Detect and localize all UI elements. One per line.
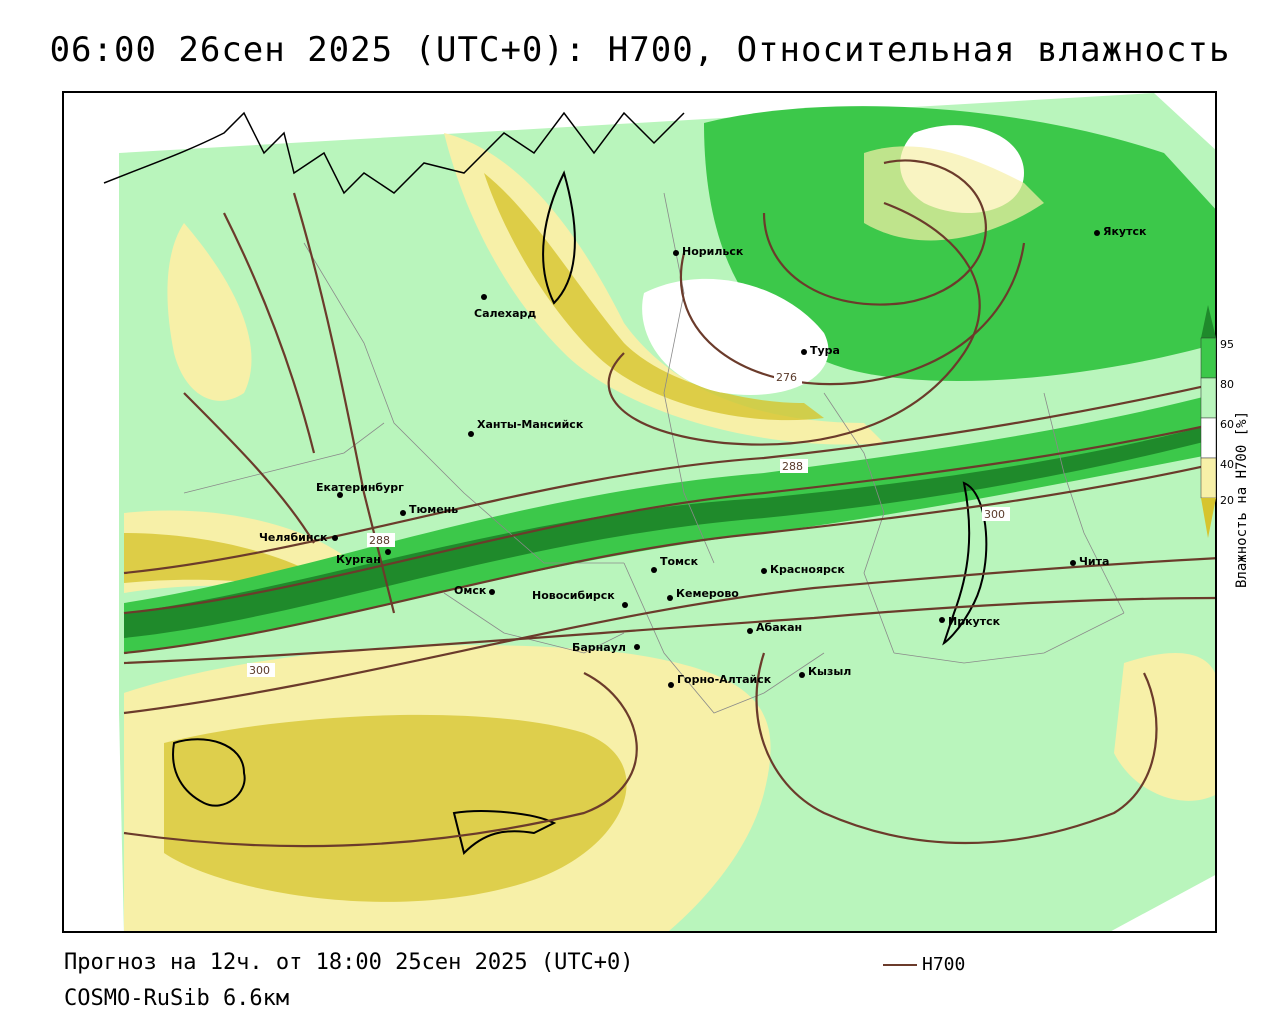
city-dot-yakutsk (1094, 230, 1100, 236)
city-label-kyzyl: Кызыл (808, 665, 851, 678)
isoline-label-288-a: 288 (782, 460, 803, 473)
very-moist-band (124, 424, 1215, 638)
city-label-ekaterinburg: Екатеринбург (316, 481, 404, 494)
legend-arrow-bottom (1201, 498, 1216, 538)
legend-swatch-80-95 (1200, 337, 1217, 379)
city-dot-kemerovo (667, 595, 673, 601)
city-dot-ekaterinburg (337, 492, 343, 498)
city-dot-omsk (489, 589, 495, 595)
isoline-label-276: 276 (776, 371, 797, 384)
model-name: COSMO-RuSib 6.6км (64, 986, 290, 1011)
cities: Норильск Якутск Салехард Тура Ханты-Манс… (259, 225, 1147, 688)
city-dot-krasnoyarsk (761, 568, 767, 574)
city-label-krasnoyarsk: Красноярск (770, 563, 845, 576)
dry-spiral-northeast (864, 146, 1044, 241)
isoline-label-288-b: 288 (369, 534, 390, 547)
city-label-norilsk: Норильск (682, 245, 744, 258)
city-dot-tura (801, 349, 807, 355)
legend-swatch-40-60 (1200, 417, 1217, 459)
legend-tick-60: 60 (1220, 418, 1234, 431)
city-dot-tyumen (400, 510, 406, 516)
map-title: 06:00 26сен 2025 (UTC+0): H700, Относите… (49, 30, 1231, 70)
legend-tick-95: 95 (1220, 338, 1234, 351)
legend-colorbar (1200, 305, 1217, 538)
city-label-kurgan: Курган (336, 553, 381, 566)
humidity-map: 276 288 288 300 300 Норильск Якутск Сале… (64, 93, 1215, 931)
legend-arrow-top (1201, 305, 1216, 338)
legend-tick-20: 20 (1220, 494, 1234, 507)
map-panel[interactable]: 276 288 288 300 300 Норильск Якутск Сале… (62, 91, 1217, 933)
city-label-tyumen: Тюмень (409, 503, 458, 516)
clear-zone-tura (642, 278, 829, 395)
region-borders (183, 192, 1125, 714)
city-label-novosibirsk: Новосибирск (532, 589, 615, 602)
city-label-omsk: Омск (454, 584, 487, 597)
city-dot-tomsk (651, 567, 657, 573)
yamal-coast (542, 170, 576, 305)
coastline (103, 111, 685, 195)
city-dot-novosibirsk (622, 602, 628, 608)
city-label-abakan: Абакан (756, 621, 802, 634)
legend-tick-80: 80 (1220, 378, 1234, 391)
city-label-chita: Чита (1079, 555, 1109, 568)
city-label-khanty-mansiysk: Ханты-Мансийск (477, 418, 584, 431)
city-dot-chelyabinsk (332, 535, 338, 541)
isoline-label-300-a: 300 (249, 664, 270, 677)
city-label-yakutsk: Якутск (1103, 225, 1147, 238)
dry-patch-west (167, 223, 252, 401)
moist-area-northeast (704, 106, 1215, 382)
very-dry-area-south (164, 714, 627, 902)
city-label-kemerovo: Кемерово (676, 587, 739, 600)
city-dot-gorno-altaysk (668, 682, 674, 688)
city-dot-chita (1070, 560, 1076, 566)
city-dot-salekhard (481, 294, 487, 300)
legend-title: Влажность на Н700 [%] (1234, 410, 1250, 588)
city-dot-abakan (747, 628, 753, 634)
lake-baikal (942, 481, 988, 646)
lake-balkhash (172, 738, 246, 807)
city-label-chelyabinsk: Челябинск (259, 531, 328, 544)
city-dot-barnaul (634, 644, 640, 650)
isoline-labels: 276 288 288 300 300 (247, 370, 1010, 677)
city-dot-irkutsk (939, 617, 945, 623)
city-dot-kurgan (385, 549, 391, 555)
isoline-label-300-b: 300 (984, 508, 1005, 521)
humidity-legend (1198, 300, 1268, 600)
city-label-barnaul: Барнаул (572, 641, 626, 654)
city-dot-khanty-mansiysk (468, 431, 474, 437)
legend-swatch-20-40 (1200, 457, 1217, 499)
city-dot-kyzyl (799, 672, 805, 678)
city-dot-norilsk (673, 250, 679, 256)
city-label-tomsk: Томск (660, 555, 699, 568)
legend-swatch-60-80 (1200, 377, 1217, 419)
legend-tick-40: 40 (1220, 458, 1234, 471)
city-label-irkutsk: Иркутск (948, 615, 1001, 628)
h700-key-label: H700 (922, 954, 966, 975)
forecast-info: Прогноз на 12ч. от 18:00 25сен 2025 (UTC… (64, 950, 634, 975)
h700-isolines (123, 159, 1215, 848)
city-label-tura: Тура (810, 344, 840, 357)
h700-key-line (883, 964, 917, 966)
city-label-gorno-altaysk: Горно-Алтайск (677, 673, 772, 686)
city-label-salekhard: Салехард (474, 307, 536, 320)
dry-area-east (1114, 653, 1215, 801)
lake-south (452, 810, 557, 855)
